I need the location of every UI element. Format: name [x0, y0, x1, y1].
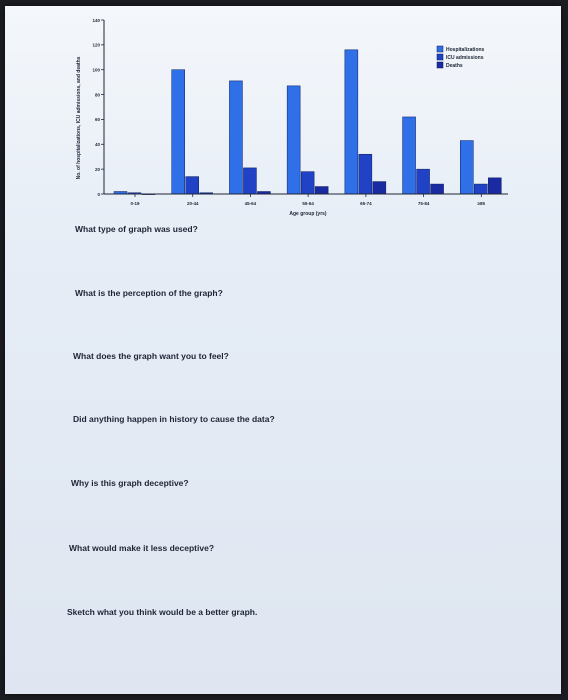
bar-0 [460, 140, 474, 195]
legend-label-0: Hospitalizations [446, 47, 485, 53]
worksheet-page: 0 20 40 60 80 100 120 140 0-19 20-44 45-64 55-64 65-… [5, 6, 561, 694]
bar-1 [185, 176, 199, 195]
bar-0 [402, 116, 416, 195]
y-tick-label: 0 [97, 192, 100, 197]
bar-chart: 0 20 40 60 80 100 120 140 0-19 20-44 45-64 55-64 65-… [76, 18, 508, 217]
legend-swatch-0 [436, 45, 444, 53]
x-tick-label: 20-44 [187, 201, 199, 206]
bar-1 [243, 167, 257, 195]
bar-0 [171, 69, 185, 195]
legend-label-2: Deaths [446, 63, 463, 69]
bar-1 [300, 171, 315, 195]
x-tick-label: 75-84 [418, 201, 430, 206]
x-tick-label: ≥85 [478, 201, 486, 206]
x-tick-label: 45-64 [245, 201, 257, 206]
bar-0 [286, 85, 301, 195]
bar-1 [358, 153, 373, 195]
bar-2 [372, 181, 387, 195]
question-4: Did anything happen in history to cause … [73, 414, 275, 424]
y-tick-label: 100 [92, 68, 100, 73]
question-7: Sketch what you think would be a better … [67, 607, 258, 617]
y-tick-label: 20 [95, 167, 101, 172]
y-tick-label: 60 [95, 117, 101, 122]
bar-2 [430, 183, 444, 195]
bar-1 [474, 183, 488, 195]
bar-1 [416, 168, 430, 195]
x-tick-label: 55-64 [302, 201, 314, 206]
legend-swatch-1 [436, 53, 444, 61]
legend-swatch-2 [436, 61, 444, 69]
y-axis-label: No. of hospitalizations, ICU admissions,… [76, 56, 82, 179]
bar-2 [314, 186, 329, 195]
x-tick-label: 0-19 [130, 201, 140, 206]
x-axis-label: Age group (yrs) [289, 211, 327, 217]
y-tick-label: 40 [95, 142, 101, 147]
question-5: Why is this graph deceptive? [71, 478, 189, 488]
question-2: What is the perception of the graph? [75, 288, 223, 298]
question-3: What does the graph want you to feel? [73, 351, 229, 361]
bar-0 [344, 49, 359, 195]
bar-0 [229, 80, 243, 195]
question-6: What would make it less deceptive? [69, 543, 215, 553]
y-tick-label: 140 [92, 18, 100, 23]
legend-label-1: ICU admissions [446, 55, 484, 61]
legend: Hospitalizations ICU admissions Deaths [436, 45, 485, 69]
bar-2 [488, 177, 502, 195]
x-tick-label: 65-74 [360, 201, 372, 206]
question-1: What type of graph was used? [75, 224, 198, 234]
y-tick-label: 80 [95, 92, 101, 97]
y-tick-label: 120 [92, 43, 100, 48]
